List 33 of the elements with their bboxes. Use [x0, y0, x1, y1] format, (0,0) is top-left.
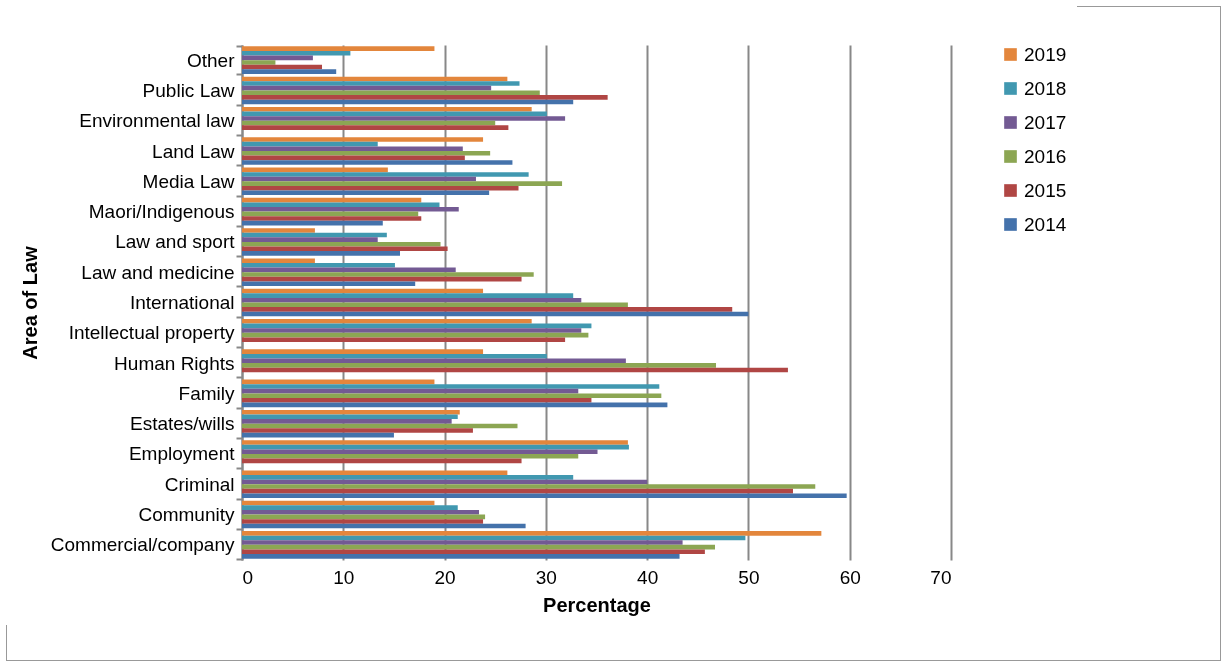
- y-tick-label: Employment: [128, 443, 236, 465]
- legend-label: 2019: [1024, 43, 1067, 65]
- x-tick-label: 0: [242, 566, 254, 588]
- x-tick-label: 20: [434, 566, 456, 588]
- y-tick-label: Media Law: [142, 170, 235, 192]
- x-tick-label: 60: [839, 566, 861, 588]
- x-tick-label: 70: [930, 566, 952, 588]
- y-tick-label: Land Law: [152, 140, 235, 162]
- legend-label: 2014: [1024, 213, 1067, 235]
- y-tick-label: Family: [178, 382, 235, 404]
- y-axis-title: Area of Law: [18, 245, 41, 360]
- legend-label: 2015: [1024, 179, 1067, 201]
- legend-label: 2016: [1024, 145, 1067, 167]
- legend-label: 2018: [1024, 77, 1067, 99]
- legend-label: 2017: [1024, 111, 1067, 133]
- y-tick-label: Law and medicine: [81, 261, 235, 283]
- y-tick-label: International: [129, 292, 235, 313]
- y-tick-label: Human Rights: [114, 352, 235, 374]
- y-tick-label: Commercial/company: [50, 534, 235, 556]
- x-axis-title: Percentage: [543, 593, 651, 616]
- x-tick-label: 40: [637, 566, 659, 588]
- x-tick-label: 50: [738, 566, 760, 588]
- x-tick-label: 10: [333, 566, 355, 588]
- y-tick-label: Estates/wills: [129, 413, 235, 435]
- y-tick-label: Maori/Indigenous: [88, 201, 235, 223]
- y-tick-label: Community: [138, 504, 235, 526]
- y-tick-label: Intellectual property: [68, 322, 235, 344]
- y-tick-label: Environmental law: [79, 110, 235, 132]
- y-tick-label: Other: [186, 49, 236, 71]
- x-tick-label: 30: [535, 566, 557, 588]
- y-tick-label: Criminal: [164, 473, 235, 495]
- y-tick-label: Public Law: [142, 79, 235, 101]
- y-tick-label: Law and sport: [115, 231, 236, 253]
